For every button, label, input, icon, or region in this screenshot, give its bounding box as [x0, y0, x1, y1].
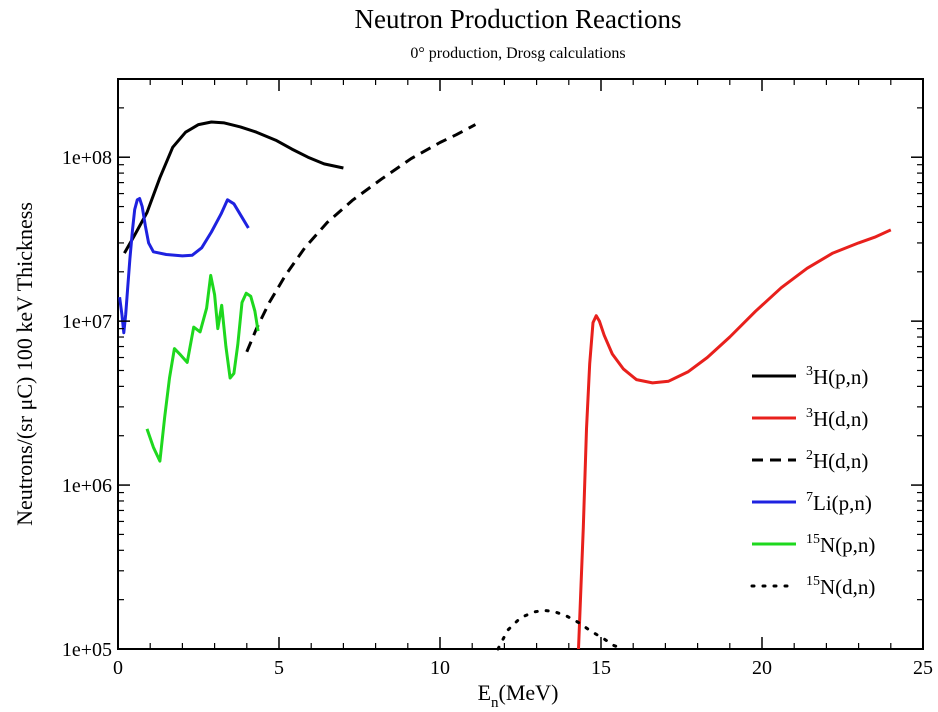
- x-axis-label: En(MeV): [478, 680, 559, 711]
- plot-frame: [117, 78, 924, 650]
- legend-label-text: H(p,n): [813, 365, 868, 389]
- series-line-3h-d-n: [577, 228, 892, 650]
- legend-label-superscript: 15: [806, 532, 820, 547]
- legend-label-text: Li(p,n): [813, 491, 872, 515]
- legend-label-text: H(d,n): [813, 407, 868, 431]
- legend-label: 3H(p,n): [806, 364, 868, 389]
- legend: 3H(p,n)3H(d,n)2H(d,n)7Li(p,n)15N(p,n)15N…: [750, 364, 875, 599]
- x-tick-label: 0: [113, 657, 123, 679]
- series-line-7li-p-n: [118, 197, 250, 335]
- series-layer: [118, 120, 892, 651]
- y-tick-label: 1e+08: [62, 147, 112, 169]
- legend-label-text: N(d,n): [820, 575, 875, 599]
- legend-label: 15N(d,n): [806, 574, 875, 599]
- legend-label-superscript: 15: [806, 574, 820, 589]
- y-tick-label: 1e+06: [62, 475, 112, 497]
- legend-label-superscript: 3: [806, 406, 813, 421]
- legend-label-superscript: 3: [806, 364, 813, 379]
- x-axis-label-subscript: n: [491, 695, 499, 711]
- x-tick-label: 5: [274, 657, 284, 679]
- y-tick-label: 1e+05: [62, 639, 112, 661]
- x-tick-label: 10: [430, 657, 450, 679]
- series-line-15n-d-n: [496, 608, 625, 651]
- y-tick-label: 1e+07: [62, 311, 112, 333]
- x-tick-label: 15: [591, 657, 611, 679]
- legend-label: 2H(d,n): [806, 448, 868, 473]
- legend-label-superscript: 2: [806, 448, 813, 463]
- legend-label-text: H(d,n): [813, 449, 868, 473]
- series-line-3h-p-n: [123, 120, 344, 254]
- x-axis-label-main: E: [478, 680, 491, 705]
- x-axis-ticks: 0 5 10 15 20 25: [113, 79, 933, 679]
- legend-label-text: N(p,n): [820, 533, 875, 557]
- x-tick-label: 25: [913, 657, 933, 679]
- x-axis-label-unit: (MeV): [499, 680, 559, 705]
- series-line-2h-d-n: [245, 123, 477, 353]
- legend-label: 3H(d,n): [806, 406, 868, 431]
- y-axis-ticks: 1e+05 1e+06 1e+07 1e+08: [62, 107, 923, 661]
- y-axis-label: Neutrons/(sr μC) 100 keV Thickness: [12, 202, 37, 526]
- legend-label-superscript: 7: [806, 490, 813, 505]
- chart-title: Neutron Production Reactions: [355, 4, 682, 34]
- chart-subtitle: 0° production, Drosg calculations: [410, 45, 625, 62]
- series-line-15n-p-n: [145, 273, 260, 463]
- x-tick-label: 20: [752, 657, 772, 679]
- legend-label: 7Li(p,n): [806, 490, 872, 515]
- legend-label: 15N(p,n): [806, 532, 875, 557]
